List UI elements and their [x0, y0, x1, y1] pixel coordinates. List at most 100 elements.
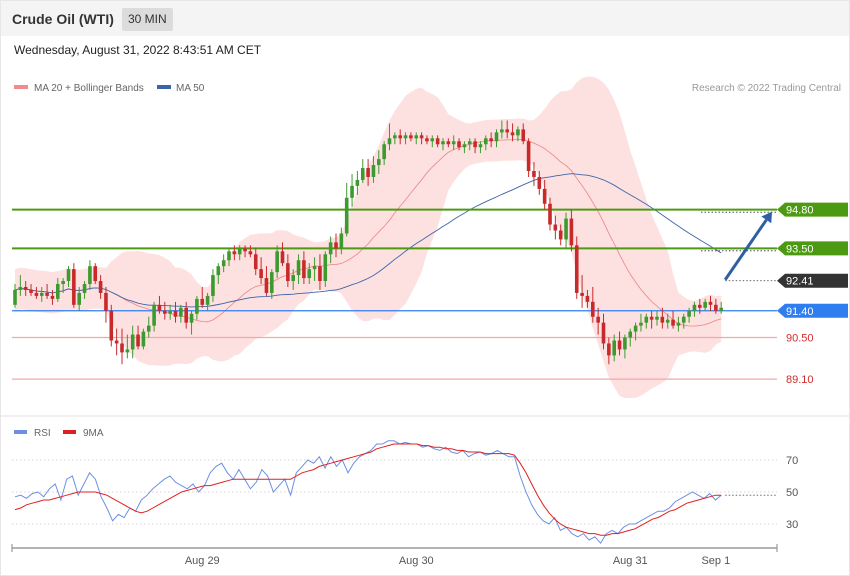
- current-price-label: 92.41: [786, 276, 814, 288]
- moving-averages: [14, 138, 722, 327]
- candle-body: [104, 292, 108, 311]
- rsi-tick-label: 30: [786, 519, 798, 531]
- candle-body: [205, 295, 210, 305]
- candle-body: [644, 316, 649, 323]
- candle-body: [29, 289, 33, 293]
- candle-body: [146, 325, 151, 332]
- candle-body: [393, 135, 397, 139]
- candle-body: [88, 266, 92, 285]
- candle-body: [216, 266, 221, 276]
- candle-body: [334, 242, 338, 249]
- support-tag: [777, 303, 848, 318]
- candle-body: [403, 135, 408, 139]
- candle-body: [200, 298, 205, 305]
- candle-body: [377, 159, 381, 166]
- candle-body: [649, 316, 654, 320]
- candle-body: [708, 301, 713, 305]
- candle-body: [451, 141, 456, 145]
- candle-body: [237, 248, 242, 255]
- chart-header: Crude Oil (WTI) 30 MIN: [1, 1, 849, 36]
- candle-body: [109, 310, 114, 341]
- candle-body: [671, 319, 675, 326]
- candle-body: [232, 251, 237, 255]
- candle-body: [243, 248, 247, 252]
- current-price-tag: [777, 273, 848, 288]
- candle-body: [72, 269, 76, 305]
- candle-body: [371, 165, 376, 177]
- candle-body: [478, 144, 483, 148]
- candle-body: [703, 301, 707, 308]
- candle-body: [633, 325, 638, 332]
- candle-body: [580, 292, 584, 296]
- ma50-line: [14, 173, 722, 308]
- ma50-legend-label: MA 50: [176, 83, 205, 94]
- chart-timestamp: Wednesday, August 31, 2022 8:43:51 AM CE…: [14, 43, 262, 57]
- candle-body: [612, 340, 616, 356]
- candle-body: [34, 292, 39, 296]
- candle-body: [248, 251, 253, 255]
- ma20-line: [14, 138, 722, 327]
- candle-body: [286, 263, 290, 282]
- candle-body: [494, 132, 499, 142]
- candle-body: [665, 319, 670, 323]
- candle-body: [66, 269, 71, 282]
- candle-body: [168, 310, 172, 314]
- candle-body: [462, 144, 467, 148]
- ma50-legend-swatch: [157, 85, 171, 89]
- candle-body: [419, 135, 424, 139]
- timeframe-badge[interactable]: 30 MIN: [122, 8, 173, 31]
- candle-body: [318, 266, 322, 282]
- candle-body: [50, 295, 55, 299]
- candle-body: [157, 304, 162, 311]
- candle-body: [473, 141, 477, 148]
- resistance-label: 94.80: [786, 205, 814, 217]
- support-label: 89.10: [786, 374, 814, 386]
- candle-body: [526, 141, 531, 172]
- candle-body: [114, 340, 119, 344]
- candle-body: [141, 331, 146, 347]
- candle-body: [120, 343, 124, 353]
- x-axis: Aug 29 Aug 30 Aug 31 Sep 1: [11, 544, 778, 567]
- candle-body: [18, 286, 23, 290]
- resistance-label: 93.50: [786, 243, 814, 255]
- candle-body: [253, 254, 258, 270]
- candle-body: [93, 266, 98, 282]
- instrument-title: Crude Oil (WTI): [12, 11, 114, 27]
- candle-body: [537, 176, 542, 189]
- candle-body: [564, 218, 568, 240]
- candle-body: [542, 188, 547, 204]
- candle-body: [516, 129, 520, 136]
- candle-body: [312, 266, 317, 270]
- candle-body: [681, 316, 686, 323]
- candle-body: [307, 269, 312, 279]
- projection-arrow: [723, 211, 772, 281]
- candle-body: [687, 310, 691, 317]
- candle-body: [387, 138, 392, 145]
- candle-body: [302, 260, 306, 279]
- candle-body: [591, 301, 595, 317]
- ma20-legend-swatch: [14, 85, 28, 89]
- rsi-ma-line: [14, 443, 722, 536]
- candle-body: [435, 138, 440, 145]
- candle-body: [484, 138, 488, 145]
- candle-body: [553, 224, 558, 231]
- candle-body: [500, 129, 504, 133]
- candle-body: [56, 284, 60, 299]
- candle-body: [601, 322, 606, 344]
- candle-body: [676, 322, 681, 326]
- candle-body: [23, 286, 28, 290]
- candle-body: [259, 269, 263, 279]
- candle-body: [398, 135, 402, 139]
- credit-text: Research © 2022 Trading Central: [692, 83, 841, 94]
- candle-body: [125, 349, 130, 353]
- candle-body: [596, 316, 600, 323]
- candle-body: [574, 245, 579, 293]
- candle-body: [360, 168, 365, 180]
- x-tick-label: Aug 30: [399, 555, 434, 567]
- projection-arrow-head: [761, 211, 772, 224]
- candle-body: [163, 310, 167, 314]
- support-label: 90.50: [786, 333, 814, 345]
- candle-body: [617, 340, 622, 350]
- candle-body: [136, 334, 140, 347]
